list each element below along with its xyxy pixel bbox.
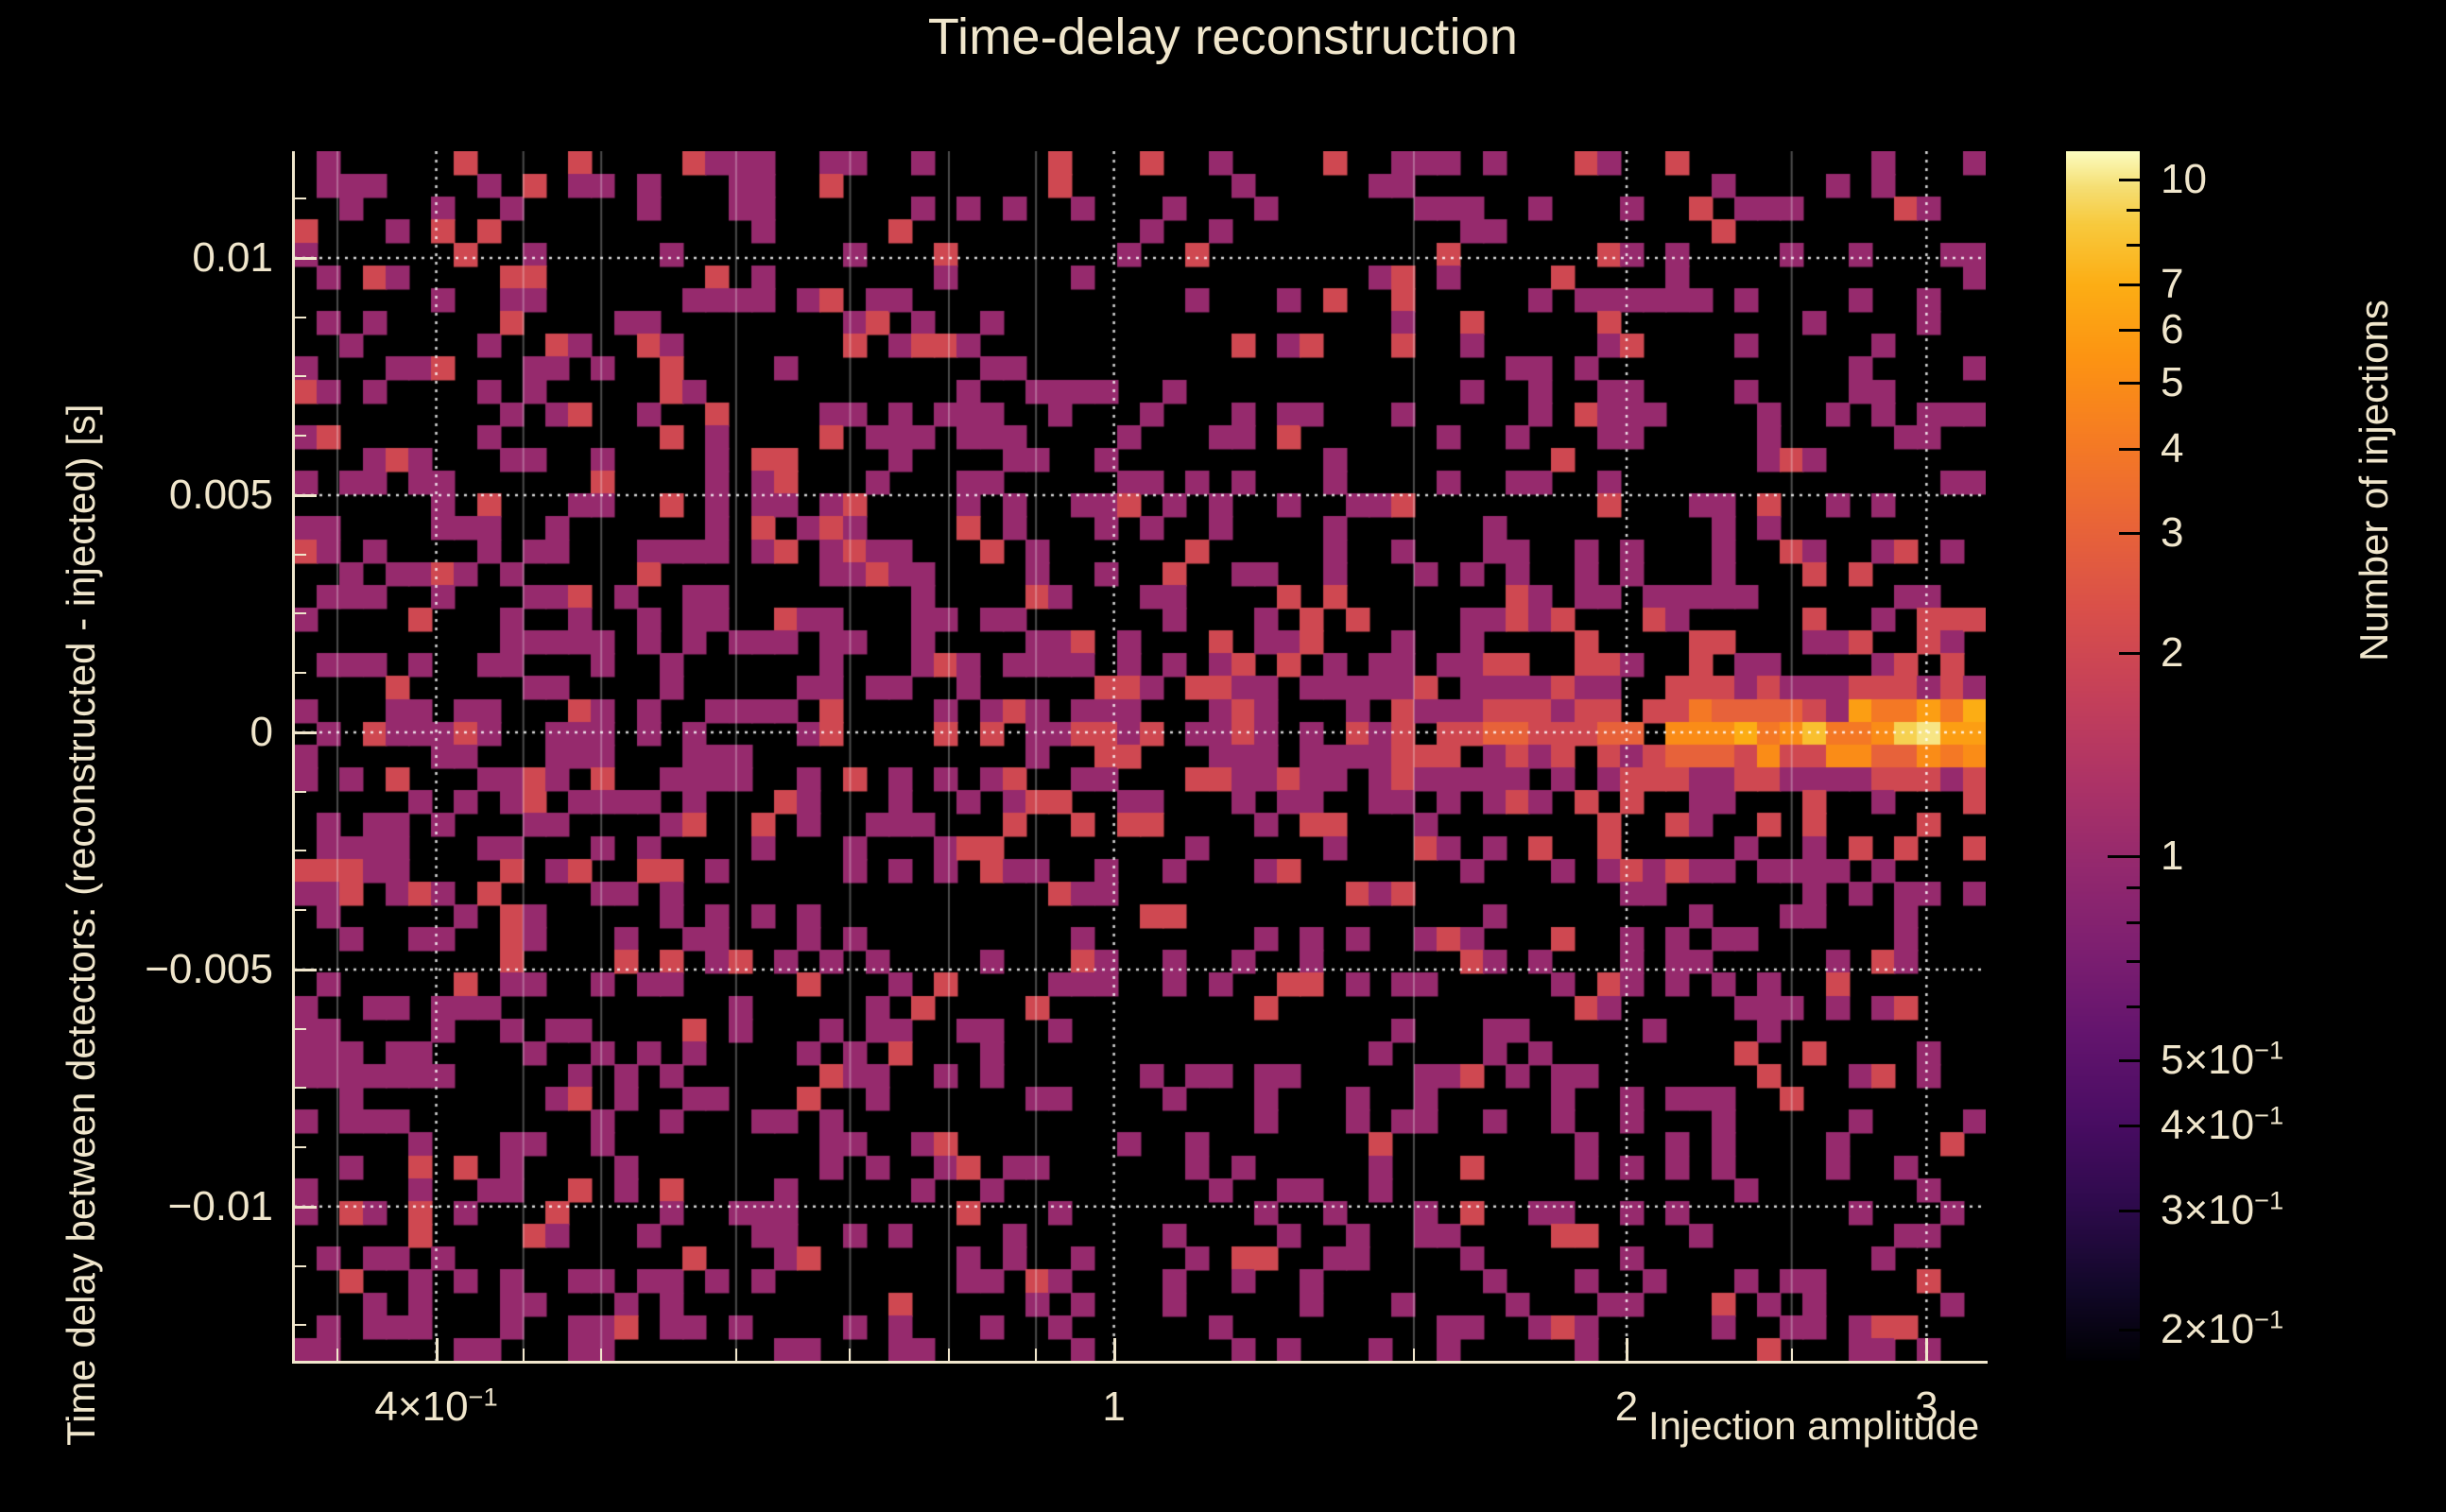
x-tick-minor <box>734 1349 737 1361</box>
colorbar-tick <box>2119 178 2140 181</box>
colorbar-tick-label: 4×10−1 <box>2161 1100 2284 1149</box>
colorbar-tick <box>2119 651 2140 655</box>
colorbar-tick-label: 3×10−1 <box>2161 1185 2284 1233</box>
y-tick-minor <box>294 316 306 318</box>
y-tick-minor <box>294 198 306 200</box>
y-tick-minor <box>294 553 306 556</box>
y-tick-minor <box>294 1324 306 1327</box>
x-tick-minor <box>600 1349 603 1361</box>
colorbar-tick <box>2127 886 2140 890</box>
x-tick-label: 4×10−1 <box>374 1382 498 1430</box>
colorbar-tick-label: 7 <box>2161 260 2184 307</box>
x-tick-label: 3 <box>1915 1383 1938 1430</box>
x-tick-minor <box>849 1349 852 1361</box>
y-tick-label: −0.005 <box>145 945 273 992</box>
colorbar-tick-label: 6 <box>2161 305 2184 352</box>
y-tick-major <box>294 730 317 734</box>
colorbar-tick <box>2119 532 2140 536</box>
y-tick-minor <box>294 790 306 793</box>
y-tick-minor <box>294 1146 306 1149</box>
y-tick-label: −0.01 <box>167 1182 273 1229</box>
colorbar-tick <box>2119 1059 2140 1063</box>
y-tick-label: 0.005 <box>168 471 273 518</box>
x-tick-minor <box>1790 1349 1793 1361</box>
page-title: Time-delay reconstruction <box>927 9 1519 65</box>
x-axis-line <box>292 1361 1988 1364</box>
colorbar-tick <box>2119 1210 2140 1212</box>
colorbar-tick <box>2108 855 2140 859</box>
y-tick-minor <box>294 909 306 912</box>
y-tick-minor <box>294 850 306 852</box>
colorbar-tick <box>2127 960 2140 964</box>
y-tick-minor <box>294 435 306 438</box>
x-tick-label: 1 <box>1102 1383 1126 1430</box>
x-tick-minor <box>336 1349 339 1361</box>
colorbar-tick-label: 10 <box>2161 155 2207 202</box>
colorbar-tick-label: 4 <box>2161 424 2184 472</box>
x-tick-minor <box>1035 1349 1038 1361</box>
colorbar-tick-label: 2×10−1 <box>2161 1304 2284 1353</box>
y-tick-major <box>294 1205 317 1209</box>
x-tick-major <box>1925 1338 1929 1361</box>
colorbar-tick <box>2119 283 2140 286</box>
colorbar-tick-label: 5×10−1 <box>2161 1035 2284 1084</box>
colorbar-tick-label: 2 <box>2161 628 2184 676</box>
colorbar-tick <box>2119 1329 2140 1332</box>
y-axis-title: Time delay between detectors: (reconstru… <box>59 404 103 1446</box>
colorbar-tick <box>2127 920 2140 924</box>
colorbar-tick-label: 5 <box>2161 359 2184 406</box>
colorbar[interactable] <box>2066 151 2140 1361</box>
colorbar-tick <box>2119 1125 2140 1128</box>
y-tick-minor <box>294 612 306 615</box>
heatmap-panel[interactable] <box>294 151 1986 1361</box>
colorbar-tick-label: 1 <box>2161 833 2184 880</box>
heatmap-canvas <box>294 151 1986 1361</box>
colorbar-tick <box>2127 1005 2140 1009</box>
x-tick-major <box>1626 1338 1629 1361</box>
colorbar-tick <box>2119 447 2140 451</box>
colorbar-gradient <box>2066 151 2140 1361</box>
colorbar-tick <box>2127 209 2140 213</box>
y-tick-minor <box>294 375 306 378</box>
y-tick-minor <box>294 1087 306 1090</box>
x-tick-minor <box>522 1349 525 1361</box>
x-tick-minor <box>1412 1349 1415 1361</box>
colorbar-tick <box>2119 328 2140 332</box>
y-tick-minor <box>294 672 306 675</box>
colorbar-tick <box>2119 382 2140 386</box>
colorbar-title: Number of injections <box>2351 300 2396 662</box>
colorbar-tick <box>2127 244 2140 248</box>
y-tick-label: 0.01 <box>192 233 273 281</box>
x-tick-major <box>1112 1338 1116 1361</box>
y-tick-minor <box>294 1027 306 1030</box>
x-axis-title: Injection amplitude <box>1648 1403 1980 1448</box>
y-tick-label: 0 <box>250 708 273 755</box>
y-tick-minor <box>294 256 306 259</box>
x-tick-label: 2 <box>1614 1383 1639 1430</box>
colorbar-tick-label: 3 <box>2161 509 2184 557</box>
y-tick-major <box>294 968 317 971</box>
x-tick-major <box>435 1338 439 1361</box>
y-tick-minor <box>294 1264 306 1267</box>
y-axis-line <box>292 151 295 1364</box>
y-tick-minor <box>294 493 306 496</box>
x-tick-minor <box>947 1349 950 1361</box>
